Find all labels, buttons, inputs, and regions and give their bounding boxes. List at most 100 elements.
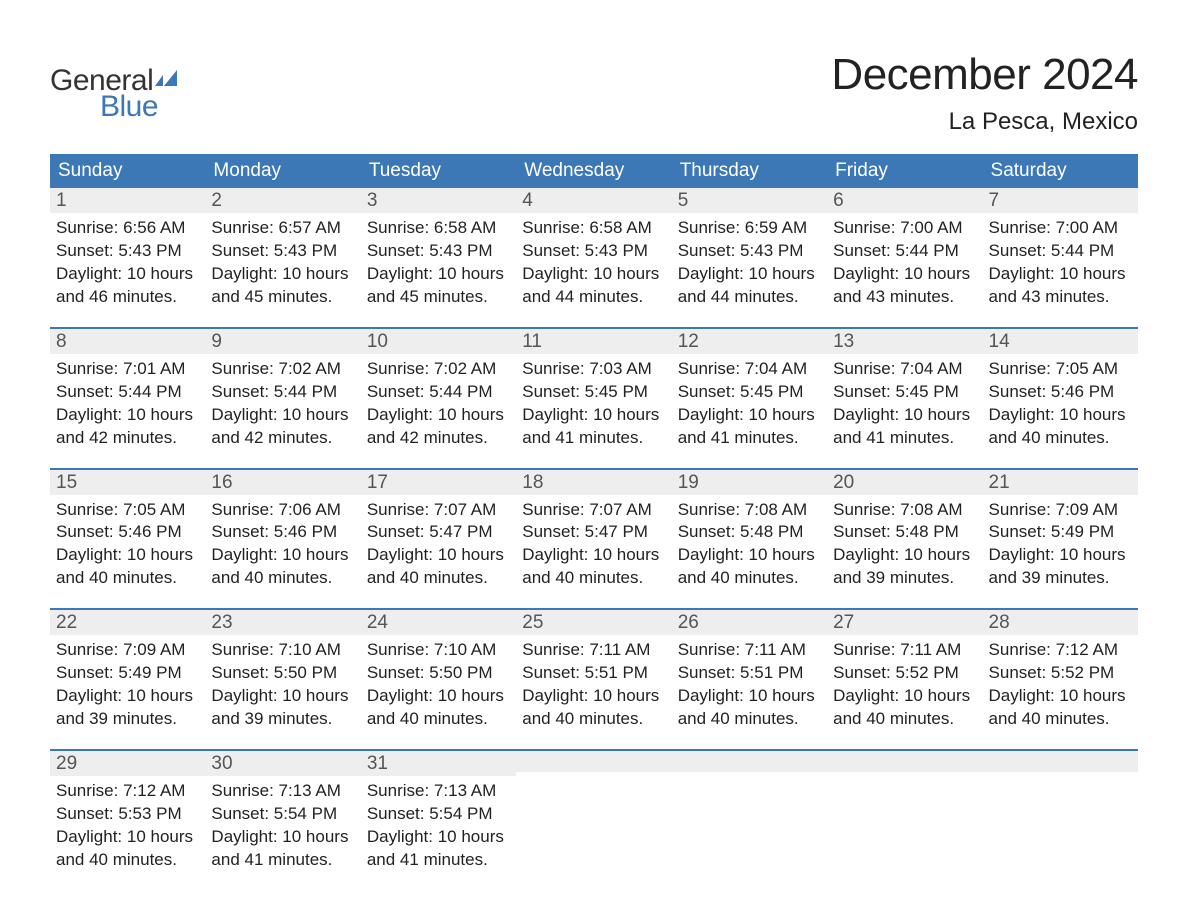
daylight-line-2: and 40 minutes. xyxy=(678,567,821,590)
day-cell: 9Sunrise: 7:02 AMSunset: 5:44 PMDaylight… xyxy=(205,329,360,450)
sunrise-line: Sunrise: 7:09 AM xyxy=(989,499,1132,522)
day-number-row: 21 xyxy=(983,470,1138,495)
sunrise-line: Sunrise: 7:03 AM xyxy=(522,358,665,381)
daylight-line-1: Daylight: 10 hours xyxy=(367,404,510,427)
sunrise-line: Sunrise: 7:02 AM xyxy=(211,358,354,381)
daylight-line-2: and 41 minutes. xyxy=(211,849,354,872)
daylight-line-2: and 41 minutes. xyxy=(678,427,821,450)
day-number-row: 13 xyxy=(827,329,982,354)
daylight-line-1: Daylight: 10 hours xyxy=(989,404,1132,427)
daylight-line-1: Daylight: 10 hours xyxy=(989,544,1132,567)
daylight-line-2: and 42 minutes. xyxy=(56,427,199,450)
sunset-line: Sunset: 5:52 PM xyxy=(833,662,976,685)
day-number-row: 28 xyxy=(983,610,1138,635)
sunset-line: Sunset: 5:50 PM xyxy=(211,662,354,685)
day-number: 26 xyxy=(678,612,699,633)
day-cell: 17Sunrise: 7:07 AMSunset: 5:47 PMDayligh… xyxy=(361,470,516,591)
day-cell: 16Sunrise: 7:06 AMSunset: 5:46 PMDayligh… xyxy=(205,470,360,591)
daylight-line-1: Daylight: 10 hours xyxy=(211,404,354,427)
daylight-line-1: Daylight: 10 hours xyxy=(833,685,976,708)
dow-friday: Friday xyxy=(827,154,982,188)
daylight-line-1: Daylight: 10 hours xyxy=(678,263,821,286)
day-number-row: 7 xyxy=(983,188,1138,213)
sunset-line: Sunset: 5:46 PM xyxy=(56,521,199,544)
day-cell: 19Sunrise: 7:08 AMSunset: 5:48 PMDayligh… xyxy=(672,470,827,591)
day-cell: 14Sunrise: 7:05 AMSunset: 5:46 PMDayligh… xyxy=(983,329,1138,450)
day-number: 9 xyxy=(211,331,222,352)
daylight-line-1: Daylight: 10 hours xyxy=(367,544,510,567)
dow-saturday: Saturday xyxy=(983,154,1138,188)
day-number-row: 14 xyxy=(983,329,1138,354)
daylight-line-1: Daylight: 10 hours xyxy=(367,826,510,849)
sunrise-line: Sunrise: 7:10 AM xyxy=(367,639,510,662)
daylight-line-2: and 40 minutes. xyxy=(989,708,1132,731)
week-row: 15Sunrise: 7:05 AMSunset: 5:46 PMDayligh… xyxy=(50,468,1138,591)
sunrise-line: Sunrise: 7:13 AM xyxy=(211,780,354,803)
sunrise-line: Sunrise: 6:58 AM xyxy=(367,217,510,240)
day-cell: 30Sunrise: 7:13 AMSunset: 5:54 PMDayligh… xyxy=(205,751,360,872)
day-number-row: 31 xyxy=(361,751,516,776)
daylight-line-2: and 45 minutes. xyxy=(211,286,354,309)
day-cell: 5Sunrise: 6:59 AMSunset: 5:43 PMDaylight… xyxy=(672,188,827,309)
sunset-line: Sunset: 5:51 PM xyxy=(522,662,665,685)
day-number-row: 15 xyxy=(50,470,205,495)
day-number-row: 20 xyxy=(827,470,982,495)
day-cell: 6Sunrise: 7:00 AMSunset: 5:44 PMDaylight… xyxy=(827,188,982,309)
sunrise-line: Sunrise: 7:08 AM xyxy=(678,499,821,522)
day-cell: 3Sunrise: 6:58 AMSunset: 5:43 PMDaylight… xyxy=(361,188,516,309)
daylight-line-2: and 39 minutes. xyxy=(833,567,976,590)
day-cell: 4Sunrise: 6:58 AMSunset: 5:43 PMDaylight… xyxy=(516,188,671,309)
sunrise-line: Sunrise: 7:05 AM xyxy=(56,499,199,522)
daylight-line-2: and 40 minutes. xyxy=(678,708,821,731)
page: General Blue December 2024 La Pesca, Mex… xyxy=(0,0,1188,912)
sunset-line: Sunset: 5:45 PM xyxy=(678,381,821,404)
sunset-line: Sunset: 5:52 PM xyxy=(989,662,1132,685)
daylight-line-2: and 41 minutes. xyxy=(367,849,510,872)
day-number-row: 22 xyxy=(50,610,205,635)
sunset-line: Sunset: 5:46 PM xyxy=(989,381,1132,404)
day-number-row: 10 xyxy=(361,329,516,354)
sunrise-line: Sunrise: 7:07 AM xyxy=(367,499,510,522)
sunset-line: Sunset: 5:54 PM xyxy=(367,803,510,826)
sunset-line: Sunset: 5:53 PM xyxy=(56,803,199,826)
week-row: 1Sunrise: 6:56 AMSunset: 5:43 PMDaylight… xyxy=(50,188,1138,309)
daylight-line-2: and 40 minutes. xyxy=(989,427,1132,450)
day-cell: 12Sunrise: 7:04 AMSunset: 5:45 PMDayligh… xyxy=(672,329,827,450)
day-cell xyxy=(827,751,982,872)
day-number-row-empty xyxy=(516,751,671,772)
sunrise-line: Sunrise: 7:06 AM xyxy=(211,499,354,522)
day-number: 22 xyxy=(56,612,77,633)
day-number-row-empty xyxy=(827,751,982,772)
day-number: 15 xyxy=(56,472,77,493)
sunrise-line: Sunrise: 7:13 AM xyxy=(367,780,510,803)
daylight-line-2: and 40 minutes. xyxy=(367,708,510,731)
daylight-line-1: Daylight: 10 hours xyxy=(522,404,665,427)
day-number: 4 xyxy=(522,190,533,211)
sunrise-line: Sunrise: 7:04 AM xyxy=(678,358,821,381)
day-number: 2 xyxy=(211,190,222,211)
sunset-line: Sunset: 5:48 PM xyxy=(833,521,976,544)
week-row: 8Sunrise: 7:01 AMSunset: 5:44 PMDaylight… xyxy=(50,327,1138,450)
day-number: 14 xyxy=(989,331,1010,352)
sunset-line: Sunset: 5:44 PM xyxy=(56,381,199,404)
weeks-container: 1Sunrise: 6:56 AMSunset: 5:43 PMDaylight… xyxy=(50,188,1138,872)
daylight-line-2: and 40 minutes. xyxy=(522,567,665,590)
sunset-line: Sunset: 5:47 PM xyxy=(522,521,665,544)
day-cell: 31 Sunrise: 7:13 AMSunset: 5:54 PMDayligh… xyxy=(361,751,516,872)
day-number: 1 xyxy=(56,190,67,211)
sunrise-line: Sunrise: 7:00 AM xyxy=(833,217,976,240)
day-number: 20 xyxy=(833,472,854,493)
daylight-line-2: and 40 minutes. xyxy=(833,708,976,731)
sunrise-line: Sunrise: 7:00 AM xyxy=(989,217,1132,240)
week-row: 22Sunrise: 7:09 AMSunset: 5:49 PMDayligh… xyxy=(50,608,1138,731)
sunset-line: Sunset: 5:43 PM xyxy=(367,240,510,263)
day-number-row: 6 xyxy=(827,188,982,213)
sunset-line: Sunset: 5:46 PM xyxy=(211,521,354,544)
day-cell: 21Sunrise: 7:09 AMSunset: 5:49 PMDayligh… xyxy=(983,470,1138,591)
daylight-line-2: and 41 minutes. xyxy=(522,427,665,450)
daylight-line-1: Daylight: 10 hours xyxy=(833,263,976,286)
day-number-row: 19 xyxy=(672,470,827,495)
daylight-line-1: Daylight: 10 hours xyxy=(833,544,976,567)
daylight-line-2: and 44 minutes. xyxy=(522,286,665,309)
day-number-row: 9 xyxy=(205,329,360,354)
